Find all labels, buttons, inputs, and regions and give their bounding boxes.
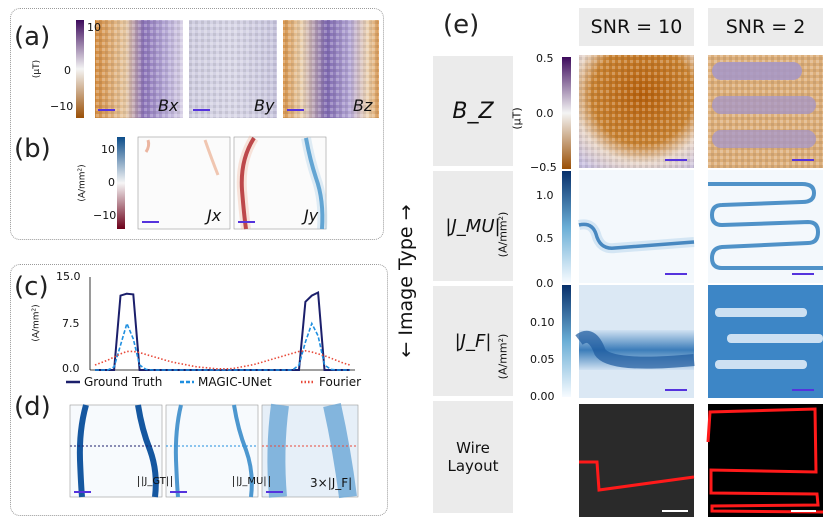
bz-tick-top: 0.5: [536, 52, 554, 65]
jf-tick-top: 0.10: [530, 316, 555, 329]
column-header-snr2: SNR = 2: [708, 8, 823, 46]
jmu-unit: (A/mm²): [496, 211, 510, 258]
jy-title: Jy: [304, 206, 319, 225]
panel-d-label: (d): [14, 392, 51, 422]
colorbar-jf: [562, 285, 571, 397]
b-tick-top: 10: [101, 143, 115, 156]
jf-tick-bot: 0.00: [530, 390, 555, 403]
a-tick-mid: 0: [64, 64, 71, 77]
c-ytick-bot: 0.0: [62, 362, 80, 375]
wire-layout-snr2: [708, 404, 823, 517]
panel-a-label: (a): [14, 22, 51, 52]
b-cb-unit: (A/mm²): [77, 164, 88, 202]
c-ytick-mid: 7.5: [62, 317, 80, 330]
panel-a: [76, 20, 379, 118]
colorbar-a: [76, 20, 84, 118]
panel-d: [69, 403, 359, 499]
row-label-jmu: |J_MU|: [433, 171, 513, 281]
jmu-snr10-map: [579, 170, 694, 283]
jmu-title: |J_MU|: [233, 476, 270, 487]
jf-unit: (A/mm²): [496, 333, 510, 380]
bz-tick-bot: −0.5: [530, 161, 557, 174]
jmu-tick-mid: 0.5: [536, 232, 554, 245]
panel-e-label: (e): [443, 10, 480, 40]
jf-tick-mid: 0.05: [530, 353, 555, 366]
a-tick-bot: −10: [50, 100, 74, 113]
image-type-axis-label: ← Image Type →: [395, 204, 417, 358]
jmu-map: [165, 404, 259, 498]
a-tick-top: 10: [87, 21, 101, 34]
bx-title: Bx: [158, 96, 179, 115]
panel-b: [117, 135, 328, 230]
legend-ground-truth: Ground Truth: [84, 375, 163, 389]
jf-title: 3×|J_F|: [310, 476, 353, 490]
b-tick-bot: −10: [93, 209, 117, 222]
column-header-snr10: SNR = 10: [579, 8, 694, 46]
jx-title: Jx: [207, 206, 222, 225]
panel-b-label: (b): [14, 134, 51, 164]
series-line-magic-unet: [95, 321, 350, 371]
jmu-tick-bot: 0.0: [536, 277, 554, 290]
line-chart: [66, 277, 355, 384]
panel-ab-frame: [10, 8, 384, 240]
c-ytick-top: 15.0: [56, 270, 81, 283]
panel-cd-frame: [10, 264, 388, 516]
colorbar-b: [117, 137, 125, 229]
jmu-tick-top: 1.0: [536, 189, 554, 202]
c-ylabel: (A/mm²): [31, 304, 42, 342]
by-title: By: [254, 96, 275, 115]
legend-magic-unet: MAGIC-UNet: [198, 375, 272, 389]
chart-series: [94, 290, 351, 371]
bz-unit: (μT): [510, 107, 524, 130]
panel-c-label: (c): [14, 272, 49, 302]
panel-e-images: [562, 55, 824, 517]
row-label-jf: |J_F|: [433, 286, 513, 396]
b-tick-mid: 0: [108, 176, 115, 189]
bz-tick-mid: 0.0: [536, 107, 554, 120]
legend-fourier: Fourier: [319, 375, 362, 389]
jgt-title: |J_GT|: [138, 476, 173, 487]
bz-title: Bz: [353, 96, 373, 115]
row-label-wire-layout: Wire Layout: [433, 401, 513, 513]
colorbar-bz: [562, 57, 571, 169]
colorbar-jmu: [562, 171, 571, 283]
jx-map: [137, 136, 231, 230]
row-label-bz: B_Z: [433, 56, 513, 166]
a-cb-unit: (μT): [32, 59, 43, 79]
